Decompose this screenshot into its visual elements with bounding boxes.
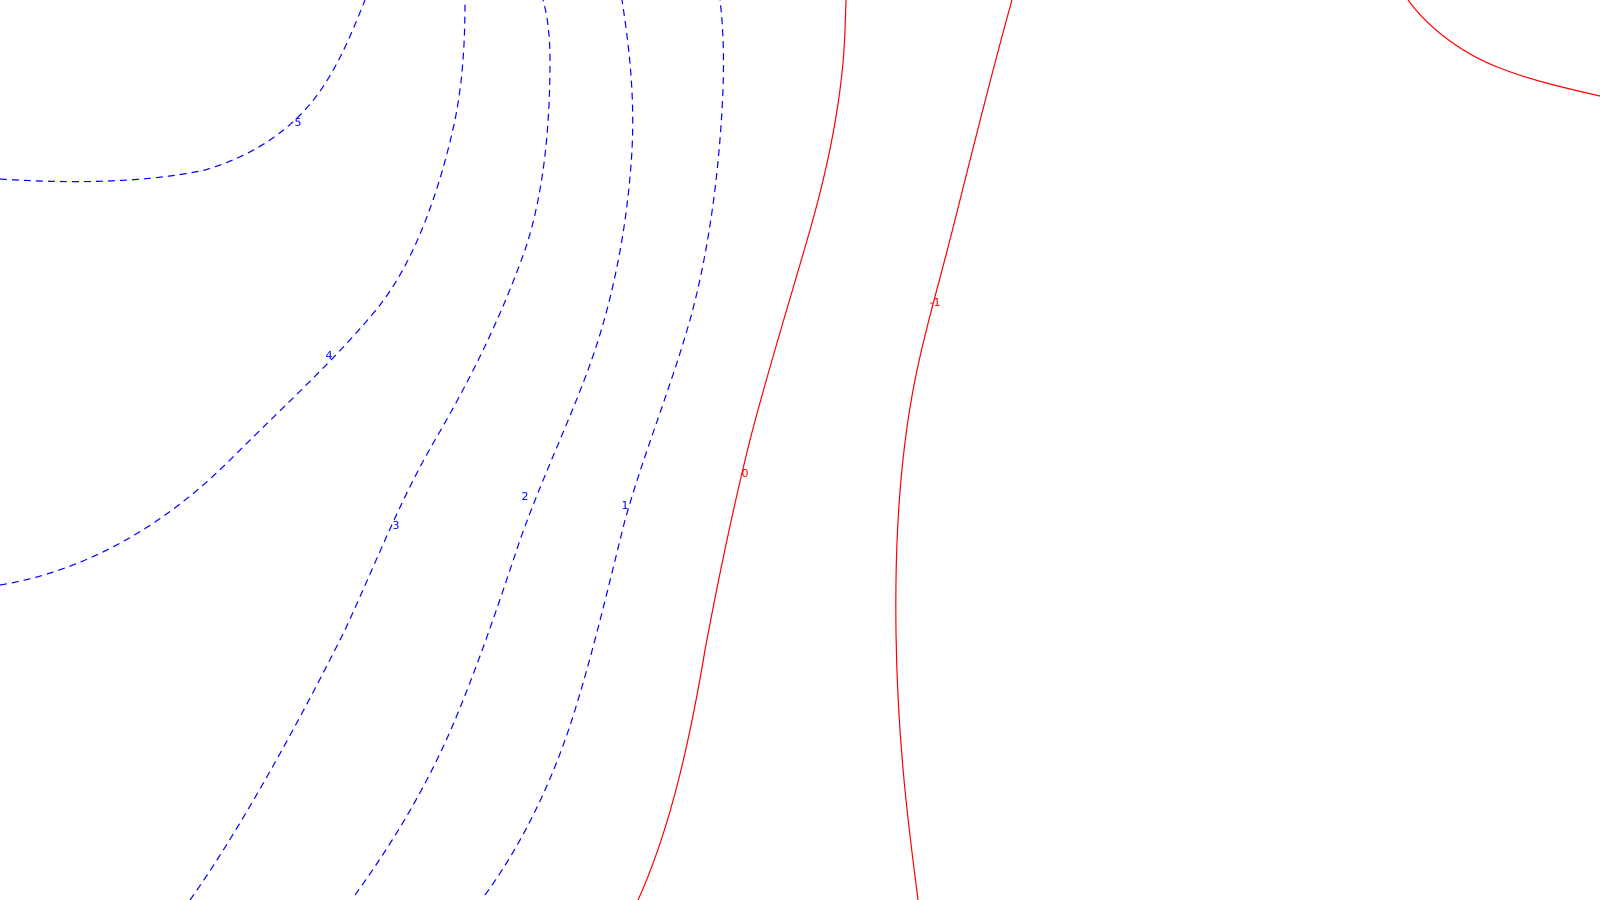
contour-label-4: 4 xyxy=(326,349,333,362)
contour-label-minus-1: -1 xyxy=(930,296,941,309)
contour-line-3 xyxy=(189,0,551,900)
contour-line-2 xyxy=(354,0,634,896)
contour-line-0 xyxy=(637,0,847,900)
contour-line-1 xyxy=(484,0,725,896)
positive-contours xyxy=(0,0,725,900)
negative-contours xyxy=(637,0,1600,900)
contour-label-1: 1 xyxy=(622,499,629,512)
contour-line-upper-right xyxy=(1407,0,1600,97)
contour-line-5 xyxy=(0,0,366,183)
contour-label-3: 3 xyxy=(393,519,400,532)
contour-labels: 5 4 3 2 1 0 -1 xyxy=(295,116,941,532)
contour-line-4 xyxy=(0,0,466,586)
contour-line-minus-1 xyxy=(895,0,1013,900)
contour-label-2: 2 xyxy=(522,490,529,503)
contour-label-5: 5 xyxy=(295,116,302,129)
contour-label-0: 0 xyxy=(742,467,749,480)
